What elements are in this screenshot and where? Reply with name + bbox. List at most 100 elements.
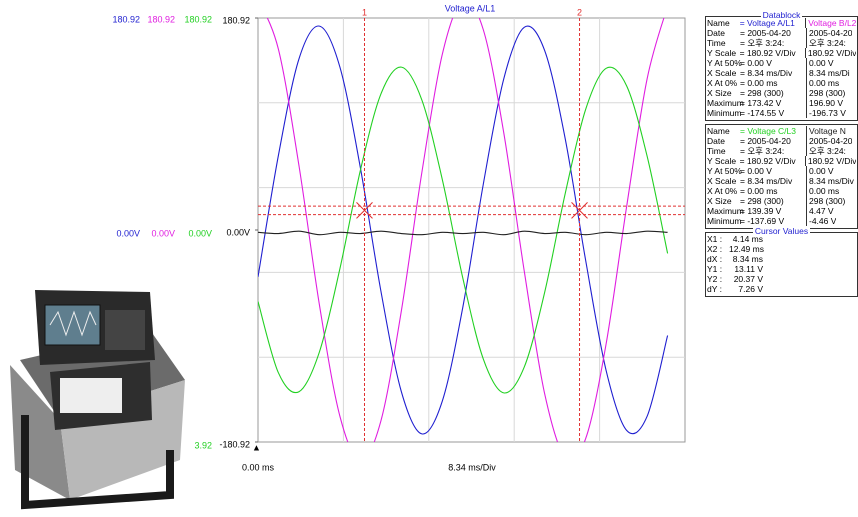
datablock-cell: = 0.00 ms [740,78,807,88]
datablock-row: X Scale= 8.34 ms/Div8.34 ms/Div [707,176,856,186]
datablock-cell: Minimum [707,216,740,226]
series-scale-label: 180.92 [147,14,175,24]
chart-title: Voltage A/L1 [445,3,496,13]
datablock-row: X Size= 298 (300)298 (300) [707,196,856,206]
datablock-row: dY :7.26 V [707,284,856,294]
datablock-cell: = 180.92 V/Div [740,48,806,58]
datablock-cell: 180.92 V/Div [806,156,856,166]
datablock-cell: 298 (300) [807,196,845,206]
datablock-cell: Time [707,38,740,48]
datablock-row: X Size= 298 (300)298 (300) [707,88,856,98]
datablock-cell: = 298 (300) [740,88,807,98]
datablock-row: Y Scale= 180.92 V/Div180.92 V/Div [707,48,856,58]
datablock-cell: = 180.92 V/Div [740,156,806,166]
datablock-cell: Minimum [707,108,740,118]
datablock-cell: dX : [707,254,729,264]
datablock-cell: X At 0% [707,78,740,88]
datablock-cell: 오후 3:24: [807,38,846,48]
datablock-cell: = 173.42 V [740,98,807,108]
trigger-marker: ▲ [252,442,261,452]
datablock-row: Minimum= -174.55 V-196.73 V [707,108,856,118]
datablock-row: Maximum= 139.39 V4.47 V [707,206,856,216]
cursor-label: 1 [362,7,367,17]
datablock-cell: = Voltage C/L3 [740,126,807,136]
cursor-label: 2 [577,7,582,17]
datablock-cell: 0.00 ms [807,78,839,88]
datablock-cell: Date [707,136,740,146]
datablock-cell: X2 : [707,244,729,254]
datablock-row: Time= 오후 3:24:오후 3:24: [707,38,856,48]
datablock-cell: Y Scale [707,48,740,58]
datablock-cell: -196.73 V [807,108,846,118]
datablock-cell: 196.90 V [807,98,843,108]
section-title: Datablock [761,10,803,20]
datablock-cell: Y At 50% [707,58,740,68]
datablock-cell: Time [707,146,740,156]
datablock-cell: = 오후 3:24: [740,38,807,48]
y-tick-label: 180.92 [222,15,250,25]
series-scale-label: 0.00V [188,228,212,238]
datablock-cell: X At 0% [707,186,740,196]
datablock-cell: Y At 50% [707,166,740,176]
plot-area [258,18,685,442]
datablock-cell: X Size [707,196,740,206]
datablock-cell: 8.34 ms/Div [807,176,854,186]
datablock-cell: 13.11 V [729,264,763,274]
datablock-cell: Y Scale [707,156,740,166]
datablock-cell: X Scale [707,176,740,186]
section-title-wrap: Datablock [706,10,857,20]
datablock-cell: 298 (300) [807,88,845,98]
datablock-cell: -4.46 V [807,216,836,226]
datablock-cell: 20.37 V [729,274,763,284]
section-title-wrap: Cursor Values [706,226,857,236]
datablock-cell: = 139.39 V [740,206,807,216]
datablock-cell: = 오후 3:24: [740,146,807,156]
datablock-row: Y2 :20.37 V [707,274,856,284]
series-scale-label: 0.00V [151,228,175,238]
datablock-cell: = 2005-04-20 [740,28,807,38]
datablock-cell: = 8.34 ms/Div [740,68,807,78]
datablock-cell: dY : [707,284,729,294]
datablock-cell: 2005-04-20 [807,28,852,38]
datablock-cell: = 0.00 V [740,166,807,176]
series-scale-label: 0.00V [116,228,140,238]
datablock-cell: Maximum [707,98,740,108]
datablock-cell: 0.00 V [807,166,834,176]
datablock-cell: Voltage N [807,126,846,136]
datablock-cell: Y1 : [707,264,729,274]
datablock-cell: 4.47 V [807,206,834,216]
datablock-cell: = 0.00 V [740,58,807,68]
datablock-cell: 8.34 ms [729,254,763,264]
datablock-cell: 12.49 ms [729,244,763,254]
datablock-cell: 0.00 ms [807,186,839,196]
datablock-cell: = -174.55 V [740,108,807,118]
datablock-row: Minimum= -137.69 V-4.46 V [707,216,856,226]
series-scale-label: 180.92 [184,14,212,24]
datablock-cell: Date [707,28,740,38]
series-scale-label: 3.92 [194,440,212,450]
y-tick-label: 0.00V [226,227,250,237]
datablock-cell: Maximum [707,206,740,216]
datablock-cell: 0.00 V [807,58,834,68]
datablock-row: Y1 :13.11 V [707,264,856,274]
datablock-row: Time= 오후 3:24:오후 3:24: [707,146,856,156]
page: Voltage A/L1 ▲ -180.920.00V180.920.00 ms… [0,0,858,517]
datablock-cell: X Scale [707,68,740,78]
datablock-cell: 180.92 V/Div [806,48,856,58]
datablock-cell: 8.34 ms/Di [807,68,850,78]
datablock-cell: = 0.00 ms [740,186,807,196]
datablock-cell: = 2005-04-20 [740,136,807,146]
datablock-cell: = -137.69 V [740,216,807,226]
datablock-row: X2 :12.49 ms [707,244,856,254]
